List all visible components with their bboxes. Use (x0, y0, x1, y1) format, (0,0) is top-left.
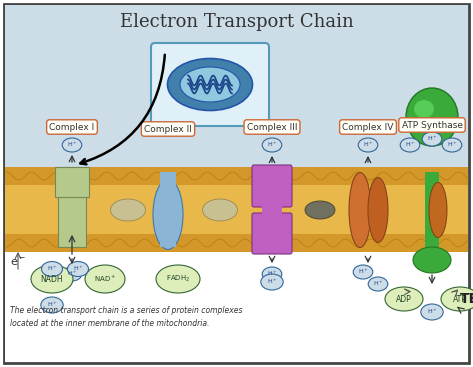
Ellipse shape (442, 138, 462, 152)
Bar (5, 252, 468, 362)
Ellipse shape (111, 199, 146, 221)
Text: H$^+$: H$^+$ (427, 135, 438, 143)
Text: H$^+$: H$^+$ (72, 265, 83, 273)
Text: H$^+$: H$^+$ (67, 269, 78, 279)
Ellipse shape (353, 265, 373, 279)
Bar (262, 205, 282, 215)
Text: NAD$^+$: NAD$^+$ (94, 274, 116, 284)
Ellipse shape (441, 287, 473, 311)
Ellipse shape (385, 287, 423, 311)
Bar (5, 167, 468, 252)
Ellipse shape (400, 138, 420, 152)
Ellipse shape (167, 58, 253, 110)
Ellipse shape (62, 138, 82, 152)
Bar (5, 234, 468, 252)
Text: ATP: ATP (453, 294, 467, 304)
Text: H$^+$: H$^+$ (404, 141, 415, 149)
Ellipse shape (180, 67, 240, 102)
Text: H$^+$: H$^+$ (267, 277, 277, 287)
Text: H$^+$: H$^+$ (358, 268, 368, 276)
Bar (160, 172, 176, 247)
Text: Electron Transport Chain: Electron Transport Chain (120, 13, 353, 31)
Ellipse shape (305, 201, 335, 219)
Ellipse shape (368, 178, 388, 243)
Bar (55, 167, 89, 197)
Text: FADH$_2$: FADH$_2$ (166, 274, 190, 284)
Ellipse shape (349, 172, 371, 247)
Ellipse shape (153, 179, 183, 250)
FancyBboxPatch shape (252, 165, 292, 207)
Text: NADH: NADH (41, 275, 63, 283)
Ellipse shape (368, 277, 388, 291)
Text: e$^-$: e$^-$ (10, 257, 26, 268)
Bar (5, 5, 468, 167)
Ellipse shape (202, 199, 237, 221)
Text: H$^+$: H$^+$ (447, 141, 457, 149)
Bar (58, 167, 86, 247)
Text: ATP Synthase: ATP Synthase (402, 120, 463, 130)
Text: The electron transport chain is a series of protein complexes
located at the inn: The electron transport chain is a series… (10, 306, 243, 328)
Text: H$^+$: H$^+$ (267, 269, 277, 279)
Ellipse shape (41, 297, 63, 313)
FancyBboxPatch shape (4, 4, 469, 363)
Bar (5, 167, 468, 185)
Ellipse shape (413, 247, 451, 273)
Text: H$^+$: H$^+$ (47, 301, 57, 309)
Ellipse shape (262, 138, 282, 152)
Text: H$^+$: H$^+$ (47, 265, 57, 273)
Text: Complex III: Complex III (247, 123, 297, 131)
Ellipse shape (421, 304, 443, 320)
Ellipse shape (156, 265, 200, 293)
Text: Complex IV: Complex IV (342, 123, 394, 131)
Text: H$^+$: H$^+$ (373, 280, 384, 288)
Text: Complex II: Complex II (144, 124, 192, 134)
FancyBboxPatch shape (252, 213, 292, 254)
Text: H$^+$: H$^+$ (267, 141, 277, 149)
Ellipse shape (62, 267, 82, 281)
Text: H$^+$: H$^+$ (67, 141, 78, 149)
FancyBboxPatch shape (151, 43, 269, 126)
Ellipse shape (31, 265, 73, 293)
Ellipse shape (406, 88, 458, 146)
Ellipse shape (85, 265, 125, 293)
Text: Complex I: Complex I (49, 123, 95, 131)
Bar (425, 172, 439, 247)
Ellipse shape (261, 274, 283, 290)
Ellipse shape (358, 138, 378, 152)
Text: ADP: ADP (396, 294, 412, 304)
Ellipse shape (414, 100, 434, 118)
Text: H$^+$: H$^+$ (427, 308, 438, 316)
Ellipse shape (68, 262, 88, 276)
Ellipse shape (429, 182, 447, 237)
Ellipse shape (42, 262, 62, 276)
Text: H$^+$: H$^+$ (363, 141, 373, 149)
Ellipse shape (422, 132, 442, 146)
Text: TEA: TEA (460, 292, 473, 306)
Ellipse shape (262, 267, 282, 281)
